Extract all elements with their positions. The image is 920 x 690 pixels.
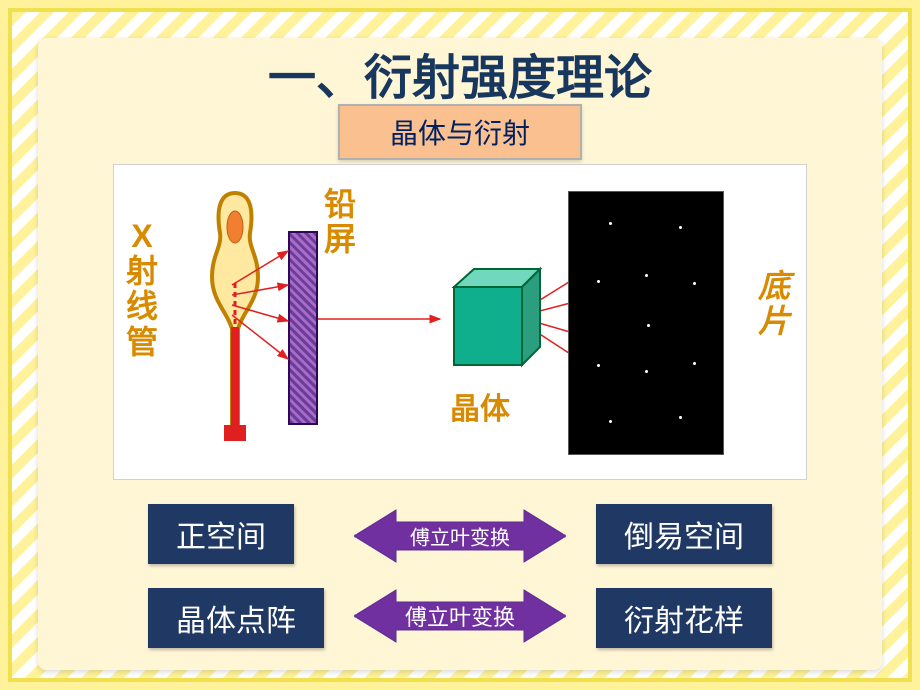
label-lead-screen: 铅屏 bbox=[324, 187, 356, 257]
fourier-label-2: 傅立叶变换 bbox=[354, 600, 566, 632]
lead-screen-icon bbox=[288, 231, 318, 425]
label-film: 底片 bbox=[758, 269, 790, 339]
crystal-icon bbox=[440, 261, 544, 371]
box-lattice: 晶体点阵 bbox=[148, 588, 324, 648]
film-icon bbox=[568, 191, 724, 455]
page-title: 一、衍射强度理论 bbox=[0, 38, 920, 108]
box-pattern: 衍射花样 bbox=[596, 588, 772, 648]
subtitle-box: 晶体与衍射 bbox=[338, 104, 582, 160]
box-real-space: 正空间 bbox=[148, 504, 294, 564]
label-xray-tube: X射线管 bbox=[126, 219, 158, 360]
xray-tube-icon bbox=[200, 189, 270, 445]
label-crystal: 晶体 bbox=[450, 393, 510, 426]
fourier-arrow-1: 傅立叶变换 bbox=[354, 508, 566, 564]
fourier-arrow-2: 傅立叶变换 bbox=[354, 588, 566, 644]
box-reciprocal-space: 倒易空间 bbox=[596, 504, 772, 564]
diagram-area: X射线管 铅屏 晶体 底片 bbox=[113, 164, 807, 480]
fourier-label-1: 傅立叶变换 bbox=[354, 522, 566, 551]
